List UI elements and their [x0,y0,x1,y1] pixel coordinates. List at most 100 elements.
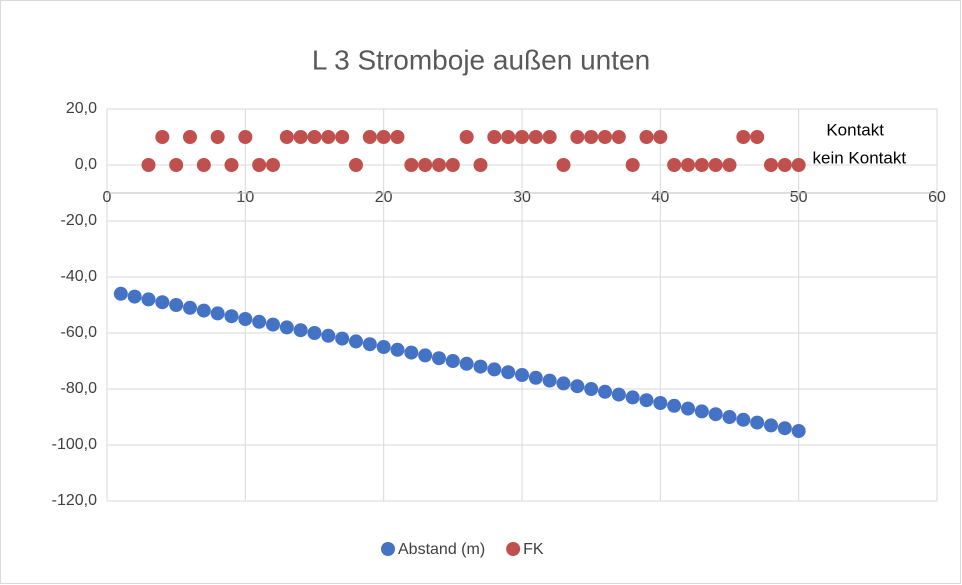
y-tick-label: 20,0 [66,100,97,117]
point [459,356,474,371]
point [224,158,239,172]
y-tick-label: 0,0 [75,156,97,173]
point [321,328,336,343]
point [113,286,128,301]
point [736,130,751,144]
point [196,303,211,318]
point [487,362,502,377]
point [639,130,654,144]
point [611,387,626,402]
point [708,407,723,422]
point [376,340,391,354]
point [750,415,765,430]
point [404,345,419,360]
point [390,342,405,357]
x-tick-label: 40 [651,189,669,206]
point [238,130,253,144]
annotation: Kontakt [826,120,884,139]
point [349,334,363,349]
point [722,410,737,424]
point [210,306,225,321]
legend-marker [381,542,395,556]
annotation: kein Kontakt [813,148,907,167]
point [653,130,668,144]
point [736,412,751,427]
point [210,130,225,144]
point [335,331,350,346]
point [335,130,350,144]
point [694,404,709,419]
point [169,158,184,172]
point [362,337,377,352]
point [459,130,474,144]
point [501,365,516,380]
point [528,370,543,385]
point [681,158,695,172]
point [501,130,516,144]
point [639,393,654,408]
legend-label: FK [523,541,544,558]
point [279,130,294,144]
point [570,379,585,394]
point [224,309,239,324]
x-tick-label: 60 [928,189,946,206]
point [473,359,488,374]
point [722,158,737,172]
point [598,384,612,399]
point [321,130,336,144]
x-tick-label: 10 [236,189,254,206]
point [183,300,197,315]
point [515,368,529,382]
point [625,158,640,172]
point [584,130,599,144]
x-tick-label: 30 [513,189,531,206]
x-tick-label: 0 [103,189,112,206]
point [750,130,765,144]
point [445,158,460,172]
point [376,130,391,144]
point [445,354,460,368]
point [708,158,723,172]
point [598,130,612,144]
point [307,130,322,144]
point [307,326,322,340]
point [611,130,626,144]
point [777,158,792,172]
point [515,130,529,144]
point [528,130,543,144]
point [542,130,557,144]
point [764,158,778,172]
x-tick-label: 50 [790,189,808,206]
y-tick-label: -40,0 [61,268,98,285]
point [418,158,433,172]
point [349,158,363,172]
point [653,396,668,410]
legend-label: Abstand (m) [398,541,485,558]
point [584,382,599,396]
y-tick-label: -100,0 [52,436,97,453]
y-tick-label: -20,0 [61,212,98,229]
point [418,348,433,363]
y-tick-label: -80,0 [61,380,98,397]
point [169,298,184,312]
point [556,376,571,391]
point [432,158,446,172]
point [667,398,682,413]
y-tick-label: -60,0 [61,324,98,341]
point [252,314,267,329]
point [487,130,502,144]
point [183,130,197,144]
point [404,158,419,172]
point [293,323,308,338]
point [196,158,211,172]
point [141,292,156,307]
point [667,158,682,172]
chart-title: L 3 Stromboje außen unten [312,44,650,75]
point [556,158,571,172]
point [791,158,806,172]
point [266,158,280,172]
point [432,351,446,366]
point [127,289,142,304]
